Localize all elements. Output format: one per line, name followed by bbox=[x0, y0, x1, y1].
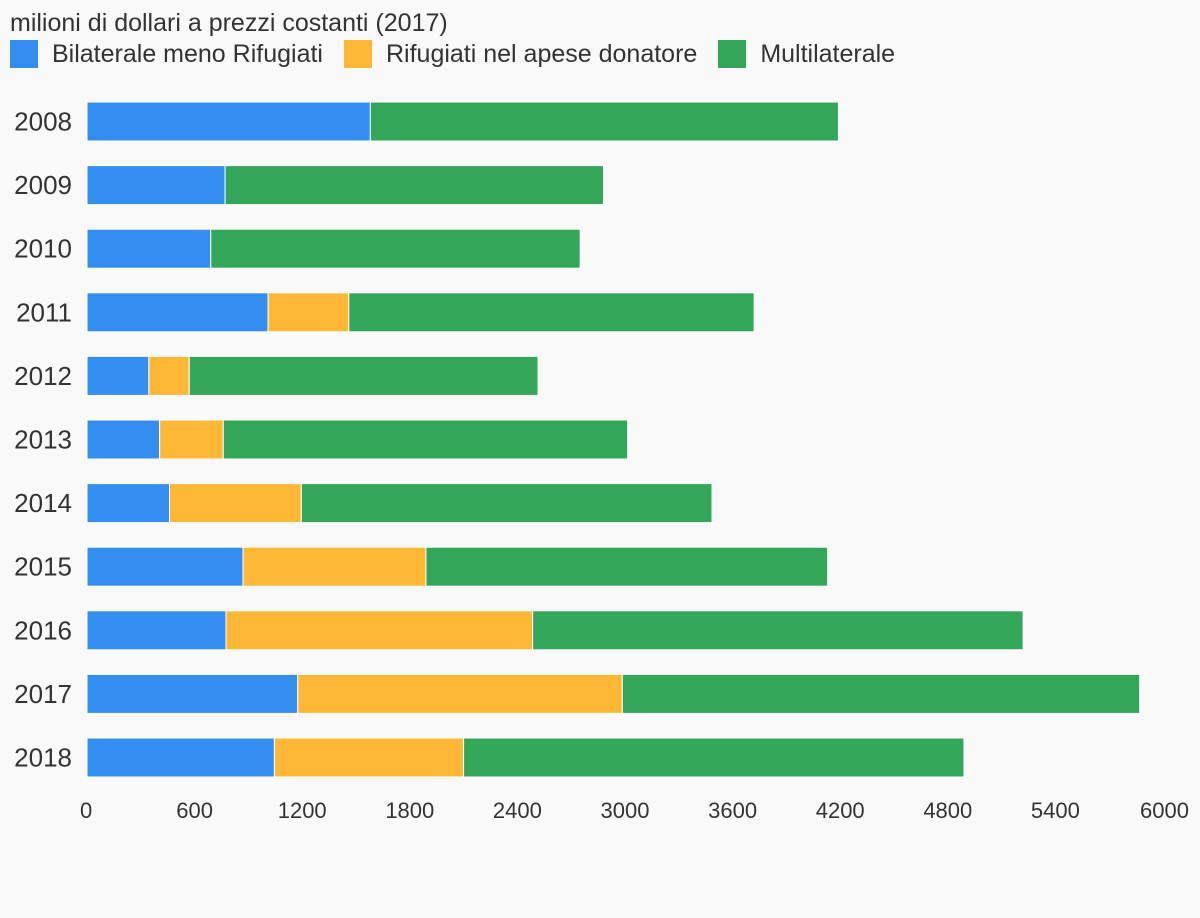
y-tick-label-2013: 2013 bbox=[14, 425, 72, 455]
bar-bilaterale-meno-rifugiati-2013 bbox=[86, 419, 161, 460]
y-tick-label-2008: 2008 bbox=[14, 107, 72, 137]
bar-bilaterale-meno-rifugiati-2015 bbox=[86, 546, 244, 587]
bar-multilaterale-2013 bbox=[222, 419, 629, 460]
y-tick-label-2012: 2012 bbox=[14, 361, 72, 391]
x-tick-label-3600: 3600 bbox=[708, 798, 757, 823]
bar-rifugiati-nel-apese-donatore-2016 bbox=[225, 610, 534, 651]
bar-rifugiati-nel-apese-donatore-2015 bbox=[242, 546, 427, 587]
x-tick-label-4800: 4800 bbox=[923, 798, 972, 823]
bar-rifugiati-nel-apese-donatore-2012 bbox=[148, 355, 190, 396]
y-tick-label-2016: 2016 bbox=[14, 615, 72, 645]
bar-multilaterale-2014 bbox=[300, 483, 713, 524]
y-tick-label-2018: 2018 bbox=[14, 743, 72, 773]
bar-multilaterale-2010 bbox=[210, 228, 581, 269]
x-tick-label-2400: 2400 bbox=[493, 798, 542, 823]
legend-swatch-rifugiati bbox=[343, 40, 372, 68]
bar-rifugiati-nel-apese-donatore-2018 bbox=[273, 737, 465, 778]
legend-label-multilaterale: Multilaterale bbox=[760, 40, 896, 68]
bar-multilaterale-2017 bbox=[621, 673, 1141, 714]
bar-bilaterale-meno-rifugiati-2014 bbox=[86, 483, 170, 524]
y-tick-label-2009: 2009 bbox=[14, 170, 72, 200]
x-tick-label-600: 600 bbox=[176, 798, 213, 823]
bar-bilaterale-meno-rifugiati-2008 bbox=[86, 101, 371, 142]
y-tick-label-2014: 2014 bbox=[14, 488, 72, 518]
bar-rifugiati-nel-apese-donatore-2011 bbox=[267, 292, 350, 333]
bar-multilaterale-2016 bbox=[532, 610, 1024, 651]
y-tick-label-2010: 2010 bbox=[14, 234, 72, 264]
bar-multilaterale-2011 bbox=[348, 292, 755, 333]
bar-multilaterale-2015 bbox=[425, 546, 829, 587]
legend-item-multilaterale: Multilaterale bbox=[718, 37, 895, 71]
bar-multilaterale-2008 bbox=[369, 101, 839, 142]
x-tick-label-3000: 3000 bbox=[601, 798, 650, 823]
legend-item-rifugiati: Rifugiati nel apese donatore bbox=[343, 37, 698, 71]
legend-swatch-multilaterale bbox=[718, 40, 747, 68]
y-tick-label-2017: 2017 bbox=[14, 679, 72, 709]
y-tick-label-2015: 2015 bbox=[14, 552, 72, 582]
bar-bilaterale-meno-rifugiati-2012 bbox=[86, 355, 150, 396]
bar-bilaterale-meno-rifugiati-2017 bbox=[86, 673, 299, 714]
x-tick-label-1200: 1200 bbox=[278, 798, 327, 823]
y-tick-label-2011: 2011 bbox=[16, 297, 72, 327]
legend-label-bilaterale: Bilaterale meno Rifugiati bbox=[52, 40, 323, 68]
bar-bilaterale-meno-rifugiati-2010 bbox=[86, 228, 212, 269]
x-tick-label-5400: 5400 bbox=[1031, 798, 1080, 823]
x-tick-label-6000: 6000 bbox=[1140, 798, 1189, 823]
legend: Bilaterale meno Rifugiati Rifugiati nel … bbox=[10, 37, 916, 71]
bar-rifugiati-nel-apese-donatore-2014 bbox=[168, 483, 302, 524]
bar-multilaterale-2012 bbox=[188, 355, 539, 396]
bar-bilaterale-meno-rifugiati-2016 bbox=[86, 610, 227, 651]
bar-rifugiati-nel-apese-donatore-2013 bbox=[159, 419, 224, 460]
x-tick-label-4200: 4200 bbox=[816, 798, 865, 823]
bar-multilaterale-2009 bbox=[224, 165, 604, 206]
legend-label-rifugiati: Rifugiati nel apese donatore bbox=[385, 40, 698, 68]
bar-bilaterale-meno-rifugiati-2011 bbox=[86, 292, 269, 333]
bar-bilaterale-meno-rifugiati-2018 bbox=[86, 737, 275, 778]
x-tick-label-1800: 1800 bbox=[385, 798, 434, 823]
legend-item-bilaterale: Bilaterale meno Rifugiati bbox=[10, 37, 323, 71]
legend-swatch-bilaterale bbox=[10, 40, 38, 68]
x-tick-label-0: 0 bbox=[80, 798, 92, 823]
chart-title: milioni di dollari a prezzi costanti (20… bbox=[10, 9, 448, 37]
bar-multilaterale-2018 bbox=[463, 737, 965, 778]
bar-rifugiati-nel-apese-donatore-2017 bbox=[297, 673, 623, 714]
bar-bilaterale-meno-rifugiati-2009 bbox=[86, 165, 226, 206]
